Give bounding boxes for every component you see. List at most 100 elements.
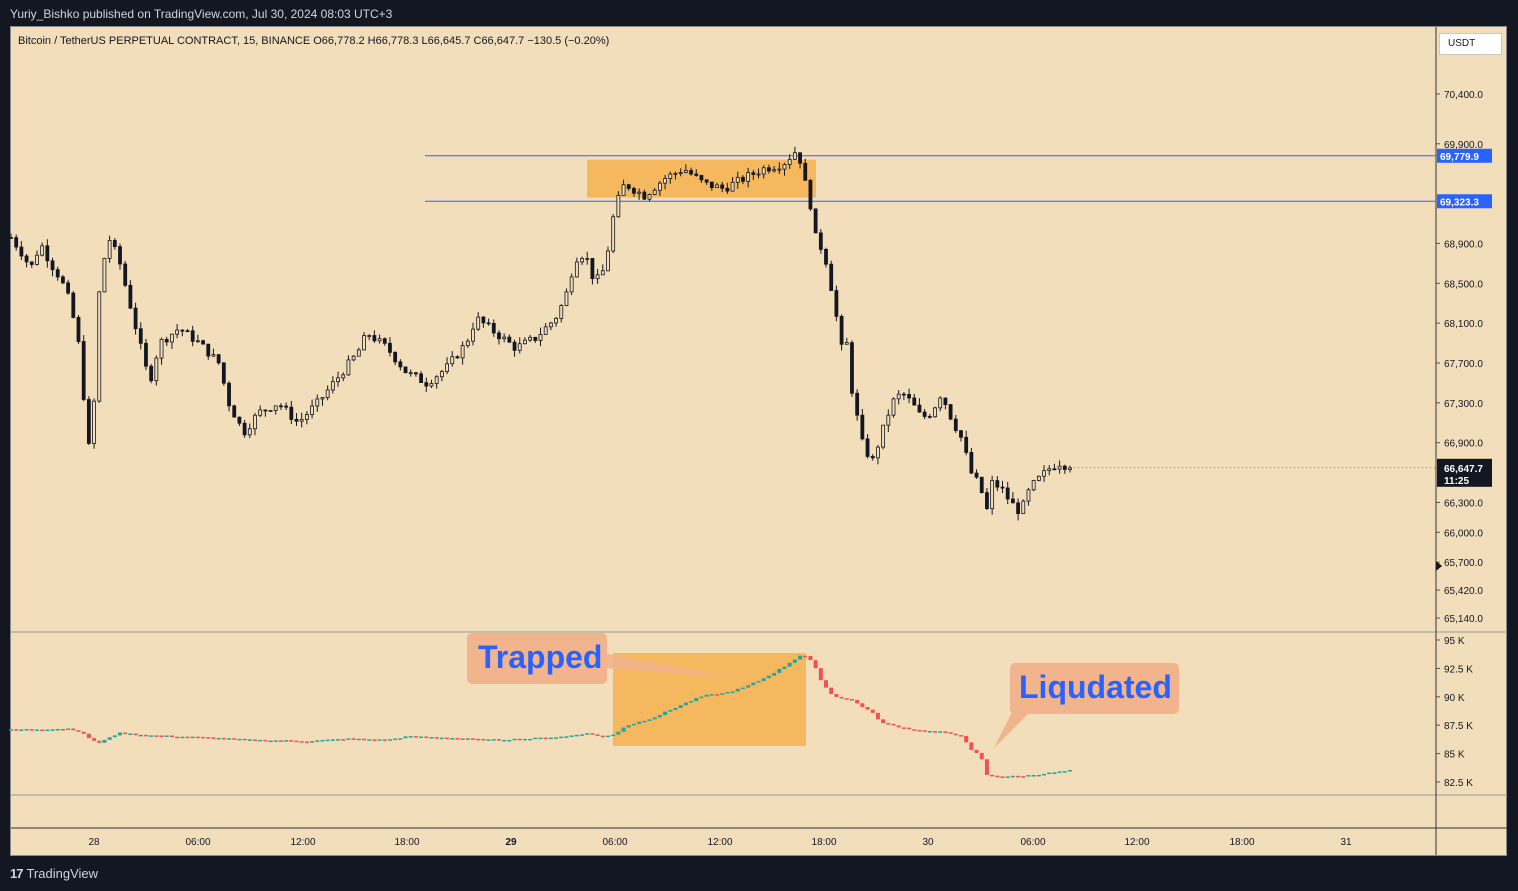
candle-body [1026,489,1031,502]
candle-body [320,397,325,400]
candle-body [901,393,906,396]
candle-body [1021,500,1026,514]
oi-bar [372,739,377,741]
candle-body [299,419,304,422]
candle-body [995,480,1000,488]
oi-bar [938,731,943,733]
oi-bar [683,702,688,706]
oi-bar [574,734,579,737]
oi-bar [154,735,159,737]
oi-bar [398,738,403,740]
candle-body [523,339,527,345]
oi-bar [626,725,631,728]
oi-bar [336,739,341,741]
candle-body [709,181,714,189]
oi-bar [455,738,460,740]
candle-body [1062,465,1067,470]
oi-bar [1042,773,1047,776]
oi-bar [76,730,81,732]
liquidated-callout-pointer [994,712,1030,748]
candle-body [1068,467,1072,470]
candle-body [92,400,96,444]
candle-body [1031,480,1036,491]
candle-body [55,269,60,278]
candle-body [497,332,501,340]
candle-body [439,371,444,378]
price-tick-label: 68,100.0 [1444,319,1483,330]
candle-body [798,152,802,164]
oi-bar [663,711,668,715]
price-tick-label: 65,420.0 [1444,586,1483,597]
oi-bar [559,736,564,739]
oi-bar [299,741,304,743]
currency-selector[interactable]: USDT [1439,33,1502,55]
oi-bar [97,740,102,743]
oi-bar [118,732,123,736]
candle-body [580,258,584,263]
candle-body [450,356,455,365]
oi-bar [227,738,232,740]
candle-body [974,472,979,478]
time-tick-label: 18:00 [394,837,419,848]
candle-body [979,476,984,494]
oi-bar [881,719,886,724]
candle-body [61,276,65,284]
chart-canvas[interactable]: 65,140.0 65,420.0 65,700.0 66,000.0 66,300.0… [0,0,1518,860]
oi-bar [933,731,938,733]
oi-bar [974,749,979,753]
price-tick-label: 70,400.0 [1444,90,1483,101]
oi-bar [673,707,678,710]
candle-body [985,492,989,510]
candle-body [564,291,569,307]
candle-body [471,328,475,342]
oi-bar [1000,776,1005,778]
candle-body [689,170,693,175]
oi-bar [149,735,154,737]
oi-bar [865,707,870,710]
time-tick-label: 30 [922,837,934,848]
price-tick-label: 66,300.0 [1444,498,1483,509]
oi-bar [860,703,865,708]
oi-bar [123,732,128,735]
candle-body [118,246,122,265]
candle-body [860,414,865,440]
liquidated-callout-label: Liqudated [1019,669,1172,705]
candle-body [227,382,231,407]
candle-body [465,340,470,347]
oi-bar [496,739,501,741]
candle-body [372,335,377,342]
oi-bar [590,733,595,735]
candle-body [907,394,911,399]
candle-body [850,342,854,394]
candle-body [273,405,278,411]
oi-bar [102,739,107,743]
oi-bar [580,734,585,736]
candle-body [325,389,330,398]
candle-body [247,428,252,436]
candle-body [725,187,730,192]
candle-body [221,362,226,384]
candle-body [86,399,91,444]
time-tick-label: 18:00 [1229,837,1254,848]
candle-body [185,330,190,333]
candle-body [834,290,839,317]
candle-body [149,365,154,382]
candle-body [767,167,771,172]
tradingview-logo[interactable]: 17 TradingView [10,866,98,881]
time-tick-label: 12:00 [707,837,732,848]
oi-bar [943,731,948,733]
oi-bar [1062,771,1067,773]
oi-bar [839,696,844,699]
candle-body [382,338,387,344]
candle-body [969,452,974,474]
candle-body [159,338,164,359]
oi-bar [647,719,652,721]
oi-bar [268,740,273,743]
candle-body [533,336,538,341]
candle-body [590,258,595,280]
candle-body [569,276,574,293]
oi-bar [517,738,522,741]
candle-body [29,261,34,265]
candle-body [45,245,50,262]
time-tick-label: 31 [1340,837,1352,848]
